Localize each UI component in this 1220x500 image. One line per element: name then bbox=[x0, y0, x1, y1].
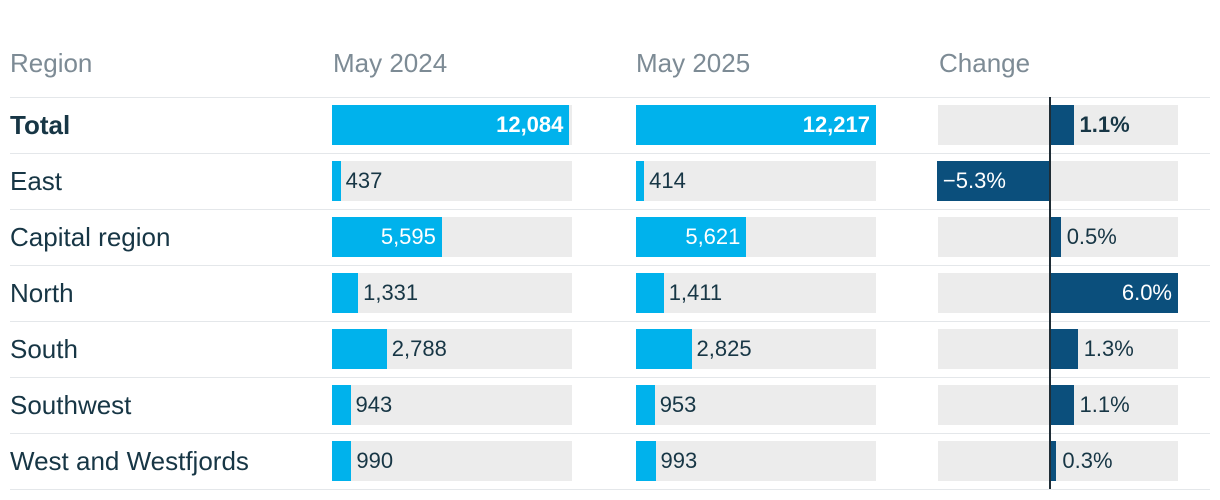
region-label: South bbox=[10, 334, 78, 364]
change-track: 0.5% bbox=[938, 217, 1178, 257]
row-divider bbox=[10, 489, 1210, 490]
may-2025-bar bbox=[636, 217, 747, 257]
table-row: South 2,788 2,825 1.3% bbox=[10, 321, 1210, 377]
change-value-label: 1.3% bbox=[1083, 336, 1134, 361]
region-label: East bbox=[10, 166, 63, 196]
may-2024-bar bbox=[332, 161, 341, 201]
may-2025-track: 414 bbox=[636, 161, 876, 201]
may-2025-value-label: 5,621 bbox=[685, 224, 741, 249]
may-2025-track: 12,217 bbox=[636, 105, 876, 145]
may-2024-value-label: 12,084 bbox=[496, 112, 564, 137]
row-divider bbox=[10, 97, 1210, 98]
may-2024-value-label: 437 bbox=[345, 168, 383, 193]
region-label: Capital region bbox=[10, 222, 171, 252]
may-2024-value-label: 5,595 bbox=[380, 224, 436, 249]
may-2024-track: 437 bbox=[332, 161, 572, 201]
may-2024-track: 943 bbox=[332, 385, 572, 425]
change-bar bbox=[1050, 385, 1074, 425]
table-row: Total 12,084 12,217 1.1% bbox=[10, 97, 1210, 153]
change-value-label: 0.5% bbox=[1066, 224, 1117, 249]
may-2024-value-label: 2,788 bbox=[391, 336, 447, 361]
may-2025-track: 5,621 bbox=[636, 217, 876, 257]
row-divider bbox=[10, 265, 1210, 266]
may-2024-bar bbox=[332, 217, 442, 257]
region-change-table: Region May 2024 May 2025 Change Total 12,… bbox=[10, 0, 1210, 500]
may-2024-bar bbox=[332, 273, 359, 313]
header-change: Change bbox=[939, 48, 1031, 78]
may-2024-bar bbox=[332, 105, 570, 145]
change-track: −5.3% bbox=[936, 161, 1178, 201]
change-value-label: 6.0% bbox=[1121, 280, 1172, 305]
may-2025-value-label: 1,411 bbox=[668, 280, 723, 305]
table-row: West and Westfjords 990 993 0.3% bbox=[10, 433, 1210, 489]
change-track: 1.1% bbox=[938, 385, 1178, 425]
may-2025-bar bbox=[636, 385, 655, 425]
region-label: West and Westfjords bbox=[10, 446, 249, 476]
may-2025-value-label: 993 bbox=[660, 448, 698, 473]
change-value-label: 0.3% bbox=[1062, 448, 1113, 473]
row-divider bbox=[10, 209, 1210, 210]
change-bar bbox=[1050, 329, 1078, 369]
table-row: North 1,331 1,411 6.0% bbox=[10, 265, 1210, 321]
may-2024-track: 2,788 bbox=[332, 329, 572, 369]
change-value-label: 1.1% bbox=[1079, 112, 1130, 137]
change-value-label: −5.3% bbox=[942, 168, 1006, 193]
may-2025-value-label: 414 bbox=[649, 168, 686, 193]
may-2025-bar bbox=[636, 441, 656, 481]
may-2024-track: 990 bbox=[332, 441, 572, 481]
may-2025-value-label: 953 bbox=[659, 392, 697, 417]
may-2024-track: 1,331 bbox=[332, 273, 572, 313]
change-value-label: 1.1% bbox=[1079, 392, 1130, 417]
table-row: East 437 414 −5.3% bbox=[10, 153, 1210, 209]
may-2024-bar bbox=[332, 441, 352, 481]
may-2024-bar bbox=[332, 385, 351, 425]
row-divider bbox=[10, 433, 1210, 434]
change-track: 0.3% bbox=[938, 441, 1178, 481]
may-2024-track: 5,595 bbox=[332, 217, 572, 257]
may-2025-track: 2,825 bbox=[636, 329, 876, 369]
region-label: Total bbox=[10, 110, 71, 140]
change-bar bbox=[1050, 217, 1061, 257]
change-track: 1.3% bbox=[938, 329, 1178, 369]
table-row: Southwest 943 953 1.1% bbox=[10, 377, 1210, 433]
may-2024-bar bbox=[332, 329, 387, 369]
may-2024-value-label: 943 bbox=[355, 392, 393, 417]
header-may-2024: May 2024 bbox=[333, 48, 448, 78]
may-2024-track: 12,084 bbox=[332, 105, 572, 145]
may-2025-bar bbox=[636, 273, 664, 313]
change-track: 1.1% bbox=[938, 105, 1178, 145]
table-row: Capital region 5,595 5,621 0.5% bbox=[10, 209, 1210, 265]
may-2025-value-label: 12,217 bbox=[802, 112, 870, 137]
may-2024-value-label: 990 bbox=[356, 448, 394, 473]
may-2025-value-label: 2,825 bbox=[696, 336, 752, 361]
change-bar bbox=[936, 161, 1050, 201]
change-bar bbox=[1050, 273, 1178, 313]
may-2025-track: 1,411 bbox=[636, 273, 876, 313]
may-2025-track: 953 bbox=[636, 385, 876, 425]
may-2024-value-label: 1,331 bbox=[363, 280, 419, 305]
header-may-2025: May 2025 bbox=[636, 48, 751, 78]
region-label: Southwest bbox=[10, 390, 132, 420]
row-divider bbox=[10, 377, 1210, 378]
change-bar bbox=[1050, 105, 1074, 145]
may-2025-bar bbox=[636, 329, 692, 369]
may-2025-bar bbox=[636, 161, 645, 201]
header-region: Region bbox=[10, 48, 93, 78]
row-divider bbox=[10, 153, 1210, 154]
row-divider bbox=[10, 321, 1210, 322]
may-2025-bar bbox=[636, 105, 876, 145]
change-zero-line bbox=[1049, 97, 1051, 489]
may-2025-track: 993 bbox=[636, 441, 876, 481]
change-bar bbox=[1050, 441, 1057, 481]
change-track: 6.0% bbox=[938, 273, 1178, 313]
region-label: North bbox=[10, 278, 74, 308]
